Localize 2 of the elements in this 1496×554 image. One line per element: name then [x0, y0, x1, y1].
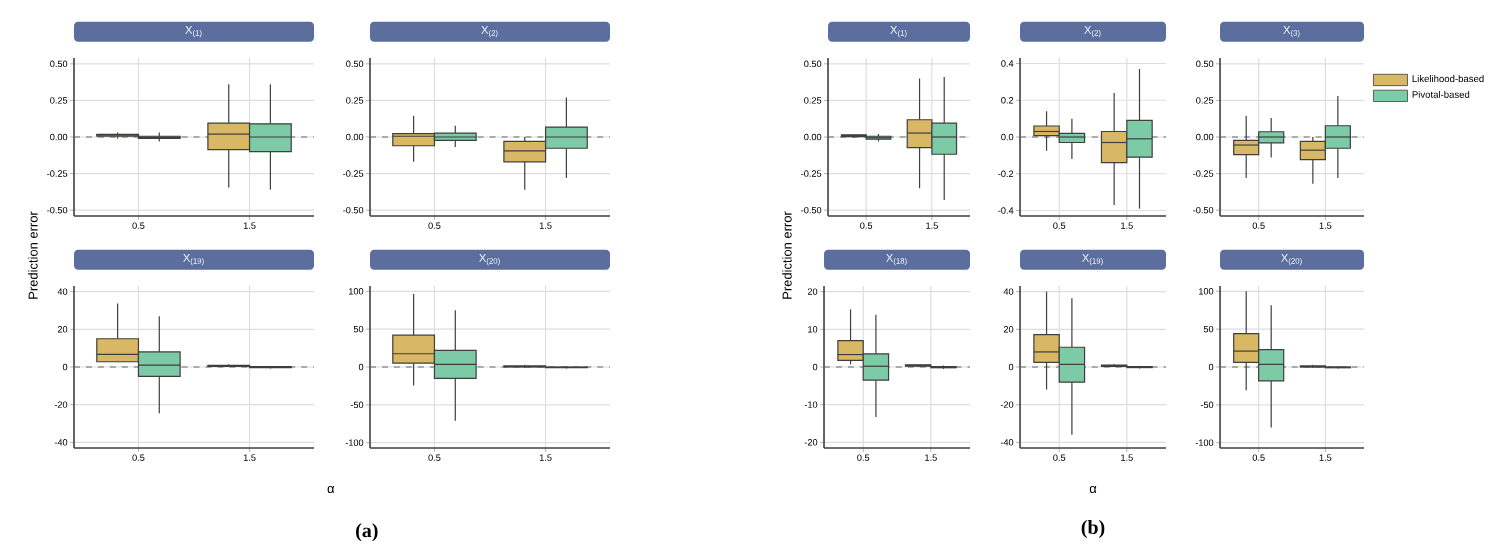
text: (a)	[356, 523, 378, 542]
text: (b)	[1081, 519, 1105, 539]
